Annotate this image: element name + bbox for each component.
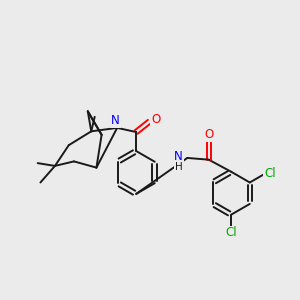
Text: N: N <box>174 150 183 163</box>
Text: Cl: Cl <box>225 226 237 239</box>
Text: N: N <box>111 115 120 128</box>
Text: O: O <box>151 113 160 126</box>
Text: Cl: Cl <box>264 167 276 180</box>
Text: O: O <box>204 128 213 141</box>
Text: H: H <box>175 162 183 172</box>
